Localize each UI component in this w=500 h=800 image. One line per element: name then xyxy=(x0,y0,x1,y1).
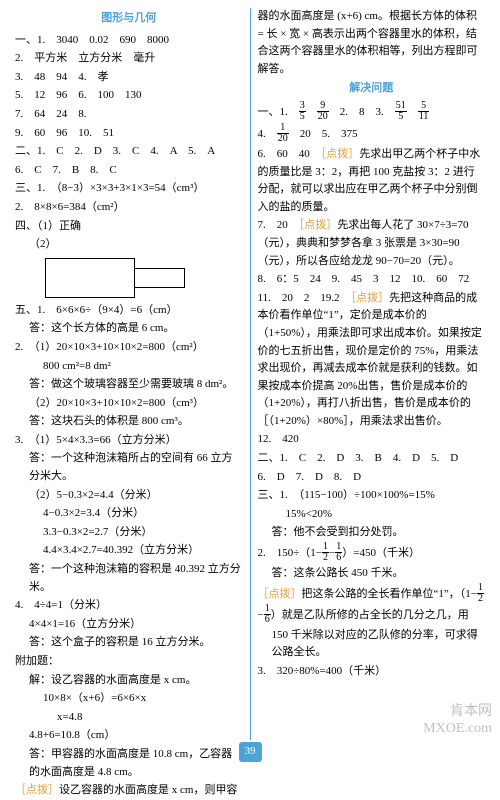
section-title-geometry: 图形与几何 xyxy=(15,10,243,28)
page-number-badge: 39 xyxy=(239,742,262,762)
hint-label: ［点拨］ xyxy=(299,219,338,231)
hint-text: 先把这种商品的成本价看作单位“1”，定价是成本价的（1+50%），用乘法即可求出… xyxy=(258,292,482,427)
hint-text: 把这条公路的全长看作单位“1”， xyxy=(302,588,460,600)
answer-line: 答：这条公路长 450 千米。 xyxy=(258,565,486,583)
fraction: 511 xyxy=(418,101,430,122)
text-line: （2）20×10×3+10×10×2=800（cm³） xyxy=(15,395,243,413)
fraction: 515 xyxy=(395,101,407,122)
text-line: 二、1. C 2. D 3. B 4. D 5. D xyxy=(258,450,486,468)
text-line: 器的水面高度是 (x+6) cm。根据长方体的体积 = 长 × 宽 × 高表示出… xyxy=(258,8,486,78)
answer-line: 答：这块石头的体积是 800 cm³。 xyxy=(15,413,243,431)
rect-shape-right xyxy=(135,268,185,288)
hint-line: 11. 20 2 19.2 ［点拨］先把这种商品的成本价看作单位“1”，定价是成… xyxy=(258,290,486,431)
hint-label: ［点拨］ xyxy=(15,784,59,796)
text-line: 一、1. 3040 0.02 690 8000 xyxy=(15,32,243,50)
text-line: 五、1. 6×6×6÷（9×4）=6（cm） xyxy=(15,302,243,320)
hint-line: 6. 60 40 ［点拨］先求出甲乙两个杯子中水的质量比是 3：2，再把 100… xyxy=(258,146,486,216)
text-line: 3. 48 94 4. 孝 xyxy=(15,69,243,87)
text-line: 附加题： xyxy=(15,653,243,671)
text-line: 2. 150÷（1−12−16）=450（千米） xyxy=(258,543,486,564)
text-line: 4. 4÷4=1（分米） xyxy=(15,597,243,615)
watermark: 肯本网 MXOE.com xyxy=(423,704,492,738)
text-line: 4−0.3×2=3.4（分米） xyxy=(15,505,243,523)
text-line: 2. 平方米 立方分米 毫升 xyxy=(15,50,243,68)
page-container: 图形与几何 一、1. 3040 0.02 690 8000 2. 平方米 立方分… xyxy=(0,0,500,740)
text-line: 8. 6：5 24 9. 45 3 12 10. 60 72 xyxy=(258,271,486,289)
text-line: 4×4×1=16（立方分米） xyxy=(15,616,243,634)
answer-line: 答：一个这种泡沫箱所占的空间有 66 立方分米大。 xyxy=(15,450,243,485)
text-line: 2. 8×8×6=384（cm²） xyxy=(15,199,243,217)
hint-label: ［点拨］ xyxy=(351,292,390,304)
text-line: 4. 120 20 5. 375 xyxy=(258,124,486,145)
text-line: 800 cm²=8 dm² xyxy=(15,358,243,376)
fraction: 12 xyxy=(477,583,484,604)
text-span: =450（千米） xyxy=(353,547,420,559)
text-line: 9. 60 96 10. 51 xyxy=(15,125,243,143)
hint-label: ［点拨］ xyxy=(258,588,302,600)
fraction: 120 xyxy=(277,123,289,144)
text-line: 6. C 7. B 8. C xyxy=(15,162,243,180)
text-line: 3. （1）5×4×3.3=66（立方分米） xyxy=(15,432,243,450)
text-span: 6. 60 40 xyxy=(258,148,321,160)
watermark-line2: MXOE.com xyxy=(423,721,492,738)
text-line: 2. （1）20×10×3+10×10×2=800（cm²） xyxy=(15,339,243,357)
text-line: 三、1. （8−3）×3×3+3×1×3=54（cm³） xyxy=(15,180,243,198)
hint-line: ［点拨］把这条公路的全长看作单位“1”，（1−12−16）就是乙队所修的占全长的… xyxy=(258,584,486,626)
text-line: （2） xyxy=(15,236,243,254)
text-line: 15%<20% xyxy=(258,506,486,524)
text-line: （2）5−0.3×2=4.4（分米） xyxy=(15,487,243,505)
left-column: 图形与几何 一、1. 3040 0.02 690 8000 2. 平方米 立方分… xyxy=(10,8,248,740)
fraction: 12 xyxy=(322,542,329,563)
answer-line: 答：一个这种泡沫箱的容积是 40.392 立方分米。 xyxy=(15,561,243,596)
text-span: 2. 150÷ xyxy=(258,547,300,559)
text-span: 2. 8 3. xyxy=(329,106,395,118)
text-line: 二、1. C 2. D 3. C 4. A 5. A xyxy=(15,143,243,161)
rect-shape-left xyxy=(45,258,135,298)
answer-line: 答：这个盒子的容积是 16 立方分米。 xyxy=(15,634,243,652)
text-line: x=4.8 xyxy=(15,709,243,727)
text-span: 11. 20 2 19.2 xyxy=(258,292,351,304)
hint-line: ［点拨］设乙容器的水面高度是 x cm，则甲容 xyxy=(15,782,243,800)
answer-line: 答：做这个玻璃容器至少需要玻璃 8 dm²。 xyxy=(15,376,243,394)
text-line: 3. 320÷80%=400（千米） xyxy=(258,663,486,681)
text-span: 20 5. 375 xyxy=(289,128,358,140)
text-line: 7. 64 24 8. xyxy=(15,106,243,124)
text-line: 解：设乙容器的水面高度是 x cm。 xyxy=(15,672,243,690)
page-number: 39 xyxy=(0,742,500,762)
text-line: 三、1. （115−100）÷100×100%=15% xyxy=(258,487,486,505)
text-span: 一、1. xyxy=(258,106,299,118)
text-line: 一、1. 35 920 2. 8 3. 515 511 xyxy=(258,102,486,123)
right-column: 器的水面高度是 (x+6) cm。根据长方体的体积 = 长 × 宽 × 高表示出… xyxy=(253,8,491,740)
answer-line: 答：他不会受到扣分处罚。 xyxy=(258,524,486,542)
watermark-line1: 肯本网 xyxy=(423,704,492,721)
text-line: 10×8×（x+6）=6×6×x xyxy=(15,690,243,708)
hint-text: 就是乙队所修的占全长的几分之几，用 xyxy=(282,609,469,621)
text-line: 3.3−0.3×2=2.7（分米） xyxy=(15,524,243,542)
hint-line: 7. 20 ［点拨］先求出每人花了 30×7÷3=70（元），典典和梦梦各拿 3… xyxy=(258,217,486,270)
hint-text: 设乙容器的水面高度是 x cm，则甲容 xyxy=(59,784,237,796)
answer-line: 答：这个长方体的高是 6 cm。 xyxy=(15,320,243,338)
text-span: 4. xyxy=(258,128,277,140)
text-line: 5. 12 96 6. 100 130 xyxy=(15,87,243,105)
fraction: 35 xyxy=(299,101,306,122)
text-span: 7. 20 xyxy=(258,219,299,231)
fraction: 920 xyxy=(317,101,329,122)
hint-label: ［点拨］ xyxy=(321,148,360,160)
fraction: 16 xyxy=(264,604,271,625)
section-title-solve: 解决问题 xyxy=(258,80,486,98)
text-line: 6. D 7. D 8. D xyxy=(258,469,486,487)
text-line: 12. 420 xyxy=(258,431,486,449)
column-divider xyxy=(250,8,251,740)
rectangle-diagram xyxy=(45,258,185,298)
fraction: 16 xyxy=(335,542,342,563)
text-line: 150 千米除以对应的乙队修的分率，可求得公路全长。 xyxy=(258,627,486,662)
text-line: 四、（1）正确 xyxy=(15,218,243,236)
text-line: 4.4×3.4×2.7=40.392（立方分米） xyxy=(15,542,243,560)
